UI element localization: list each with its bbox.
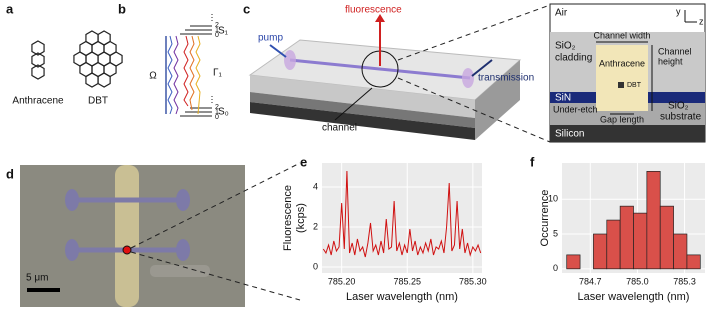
x-tick-label: 785.0 xyxy=(626,276,649,286)
level-label: S₀ xyxy=(218,107,229,118)
material-label: Anthracene xyxy=(599,58,645,68)
vib-label: 0 xyxy=(215,32,219,39)
x-axis-label: Laser wavelength (nm) xyxy=(578,291,690,303)
layer-label: cladding xyxy=(555,53,592,64)
device-label: pump xyxy=(258,33,283,44)
molecule-name: DBT xyxy=(88,96,108,107)
panel-label: c xyxy=(243,1,250,16)
y-tick-label: 0 xyxy=(313,261,318,271)
device-label: transmission xyxy=(478,73,534,84)
vib-label: 1 xyxy=(215,27,219,34)
vib-label: 2 xyxy=(215,22,219,29)
panel-label: f xyxy=(530,154,535,169)
dimension-label: Under-etch xyxy=(553,104,598,114)
vib-label: 1 xyxy=(215,109,219,116)
histogram-bar xyxy=(659,205,674,270)
micrograph xyxy=(20,162,301,307)
data-line xyxy=(322,170,482,258)
material-label: DBT xyxy=(627,82,642,89)
layer-label: SiO₂ xyxy=(555,41,576,52)
y-axis-unit: (kcps) xyxy=(295,203,307,233)
energy-levels xyxy=(165,14,213,117)
vib-label: 0 xyxy=(215,114,219,121)
x-tick-label: 784.7 xyxy=(579,276,602,286)
histogram-bar xyxy=(606,219,621,270)
histogram-bar xyxy=(646,171,661,270)
panel-label: e xyxy=(300,154,307,169)
histogram-bar xyxy=(593,233,608,270)
histogram-bar xyxy=(619,205,634,270)
x-tick-label: 785.3 xyxy=(673,276,696,286)
device xyxy=(248,4,551,143)
y-axis-label: Occurrence xyxy=(539,190,551,247)
device-label: channel xyxy=(322,123,357,134)
layer-label: SiO₂ xyxy=(668,101,689,112)
layer-label: Air xyxy=(555,8,568,19)
histogram-bar xyxy=(633,212,648,270)
y-tick-label: 2 xyxy=(313,221,318,231)
panel-label: d xyxy=(6,166,14,181)
x-axis-label: Laser wavelength (nm) xyxy=(346,291,458,303)
panel-label: b xyxy=(118,1,126,16)
x-tick-label: 785.30 xyxy=(459,276,487,286)
layer-label: substrate xyxy=(660,112,702,123)
x-tick-label: 785.25 xyxy=(393,276,421,286)
panel-label: a xyxy=(6,1,14,16)
histogram-bar xyxy=(673,233,688,270)
level-label: S₁ xyxy=(218,26,229,37)
device-label: fluorescence xyxy=(345,5,402,16)
scale-bar-label: 5 μm xyxy=(26,273,48,284)
layer-label: SiN xyxy=(555,93,571,104)
layer-label: Silicon xyxy=(555,129,584,140)
y-tick-label: 5 xyxy=(553,228,558,238)
dbt-structure xyxy=(73,30,123,88)
rate-label: Γ₁ xyxy=(213,68,223,79)
y-tick-label: 0 xyxy=(553,263,558,273)
axis-label: y xyxy=(676,6,681,16)
rate-label: Ω xyxy=(149,71,157,82)
y-axis-label: Fluorescence xyxy=(282,185,294,251)
histogram-bar xyxy=(566,254,581,270)
cross-section xyxy=(549,3,706,143)
axis-label: z xyxy=(699,16,704,26)
dimension-label: height xyxy=(658,56,683,66)
x-tick-label: 785.20 xyxy=(328,276,356,286)
y-tick-label: 4 xyxy=(313,181,318,191)
dimension-label: Gap length xyxy=(600,114,644,124)
histogram-bar xyxy=(686,254,701,270)
dimension-label: Channel width xyxy=(593,30,650,40)
anthracene-structure xyxy=(31,40,45,80)
vib-label: 2 xyxy=(215,104,219,111)
molecule-name: Anthracene xyxy=(12,96,64,107)
y-tick-label: 10 xyxy=(548,194,558,204)
dimension-label: Channel xyxy=(658,46,692,56)
